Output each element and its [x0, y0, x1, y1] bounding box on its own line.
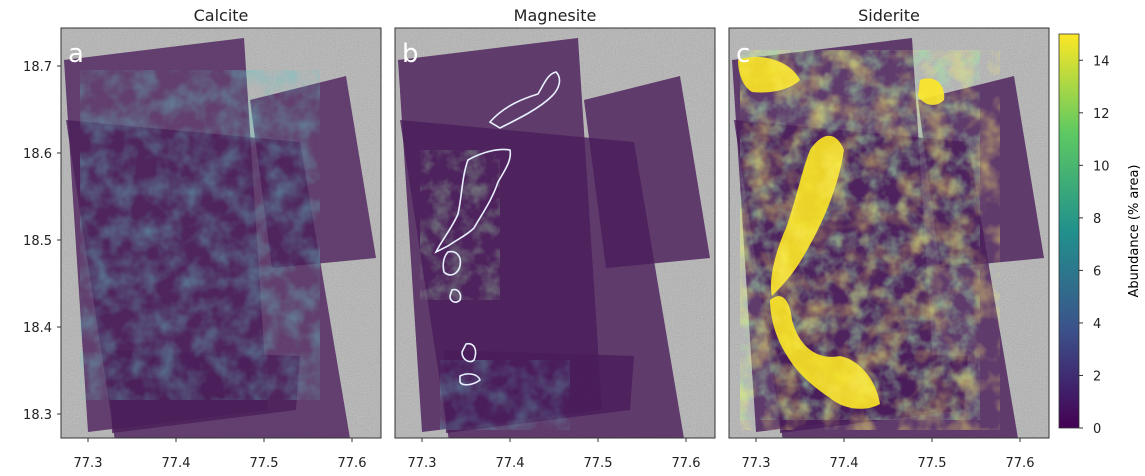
overlay-swaths: [398, 38, 710, 438]
outline-polygons: [434, 71, 561, 386]
colorbar: 0 2 4 6 8 10 12 14 Abundance (% area): [1058, 33, 1142, 437]
x-tick-label: 77.6: [672, 456, 701, 471]
axes-frame-b: [394, 27, 716, 439]
x-tick-label: 77.6: [1006, 456, 1035, 471]
colorbar-tick-label: 8: [1093, 212, 1101, 227]
colorbar-tick-label: 14: [1093, 54, 1110, 69]
x-axis-b: 77.3 77.4 77.5 77.6: [408, 438, 701, 471]
x-tick-label: 77.3: [408, 456, 437, 471]
panel-title-siderite: Siderite: [858, 6, 920, 25]
y-axis: 18.7 18.6 18.5 18.4 18.3: [23, 60, 61, 423]
x-tick-label: 77.3: [742, 456, 771, 471]
panel-letter-c: c: [736, 39, 750, 69]
x-tick-label: 77.5: [584, 456, 613, 471]
x-tick-label: 77.6: [338, 456, 367, 471]
x-tick-label: 77.4: [830, 456, 859, 471]
panel-letter-b: b: [402, 39, 419, 69]
panel-siderite: [729, 28, 1049, 438]
panel-letter-a: a: [68, 39, 84, 69]
y-tick-label: 18.6: [23, 147, 52, 162]
x-tick-label: 77.3: [74, 456, 103, 471]
axes-frame-a: [60, 27, 382, 439]
colorbar-tick-label: 10: [1093, 159, 1110, 174]
y-tick-label: 18.7: [23, 60, 52, 75]
axes-frame-c: [728, 27, 1050, 439]
colorbar-tick-label: 0: [1093, 422, 1101, 437]
x-tick-label: 77.5: [918, 456, 947, 471]
x-axis-a: 77.3 77.4 77.5 77.6: [74, 438, 367, 471]
colorbar-ticks: 0 2 4 6 8 10 12 14: [1079, 54, 1110, 437]
colorbar-tick-label: 4: [1093, 317, 1101, 332]
colorbar-tick-label: 6: [1093, 264, 1101, 279]
y-tick-label: 18.5: [23, 234, 52, 249]
y-tick-label: 18.4: [23, 321, 52, 336]
x-axis-c: 77.3 77.4 77.5 77.6: [742, 438, 1035, 471]
panel-title-magnesite: Magnesite: [513, 6, 597, 25]
y-tick-label: 18.3: [23, 408, 52, 423]
panel-title-calcite: Calcite: [193, 6, 249, 25]
panel-calcite: [61, 28, 381, 438]
x-tick-label: 77.5: [250, 456, 279, 471]
x-tick-label: 77.4: [496, 456, 525, 471]
colorbar-label: Abundance (% area): [1127, 165, 1142, 298]
colorbar-tick-label: 2: [1093, 369, 1101, 384]
x-tick-label: 77.4: [162, 456, 191, 471]
colorbar-gradient: [1058, 33, 1080, 429]
panel-magnesite: [395, 28, 715, 438]
colorbar-tick-label: 12: [1093, 107, 1110, 122]
